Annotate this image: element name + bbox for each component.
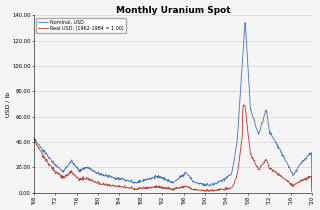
Real USD: (1962-1984 = 1.00): (1.99e+03, 4.61): (1962-1984 = 1.00): (1.99e+03, 4.61) xyxy=(130,186,133,188)
Real USD: (1962-1984 = 1.00): (1.98e+03, 4.39): (1962-1984 = 1.00): (1.98e+03, 4.39) xyxy=(119,186,123,188)
Real USD: (1962-1984 = 1.00): (1.97e+03, 42.9): (1962-1984 = 1.00): (1.97e+03, 42.9) xyxy=(32,137,36,140)
Nominal, USD xyxy=(310,190,314,192)
Nominal, USD xyxy=(166,178,170,181)
Nominal, USD xyxy=(144,178,148,180)
Real USD: (1962-1984 = 1.00): (2e+03, 1): (1962-1984 = 1.00): (2e+03, 1) xyxy=(203,190,207,193)
Real USD: (1962-1984 = 1.00): (1.99e+03, 4.71): (1962-1984 = 1.00): (1.99e+03, 4.71) xyxy=(166,185,170,188)
Real USD: (1962-1984 = 1.00): (2.01e+03, 69.3): (1962-1984 = 1.00): (2.01e+03, 69.3) xyxy=(242,104,245,106)
Nominal, USD xyxy=(119,177,123,180)
Nominal, USD xyxy=(47,157,51,160)
Y-axis label: USD / lb: USD / lb xyxy=(5,92,11,117)
Real USD: (1962-1984 = 1.00): (2.02e+03, 7.49): (1962-1984 = 1.00): (2.02e+03, 7.49) xyxy=(295,182,299,185)
Real USD: (1962-1984 = 1.00): (1.99e+03, 4.41): (1962-1984 = 1.00): (1.99e+03, 4.41) xyxy=(144,186,148,188)
Nominal, USD xyxy=(243,21,247,24)
Nominal, USD xyxy=(130,180,133,183)
Real USD: (1962-1984 = 1.00): (2.02e+03, 1): (1962-1984 = 1.00): (2.02e+03, 1) xyxy=(310,190,314,193)
Line: Nominal, USD: Nominal, USD xyxy=(34,22,312,191)
Real USD: (1962-1984 = 1.00): (1.97e+03, 21.5): (1962-1984 = 1.00): (1.97e+03, 21.5) xyxy=(47,164,51,167)
Nominal, USD xyxy=(32,137,36,139)
Legend: Nominal, USD, Real USD: (1962-1984 = 1.00): Nominal, USD, Real USD: (1962-1984 = 1.0… xyxy=(36,18,126,33)
Line: Real USD: (1962-1984 = 1.00): Real USD: (1962-1984 = 1.00) xyxy=(34,105,312,192)
Nominal, USD xyxy=(295,171,299,173)
Title: Monthly Uranium Spot: Monthly Uranium Spot xyxy=(116,5,230,14)
